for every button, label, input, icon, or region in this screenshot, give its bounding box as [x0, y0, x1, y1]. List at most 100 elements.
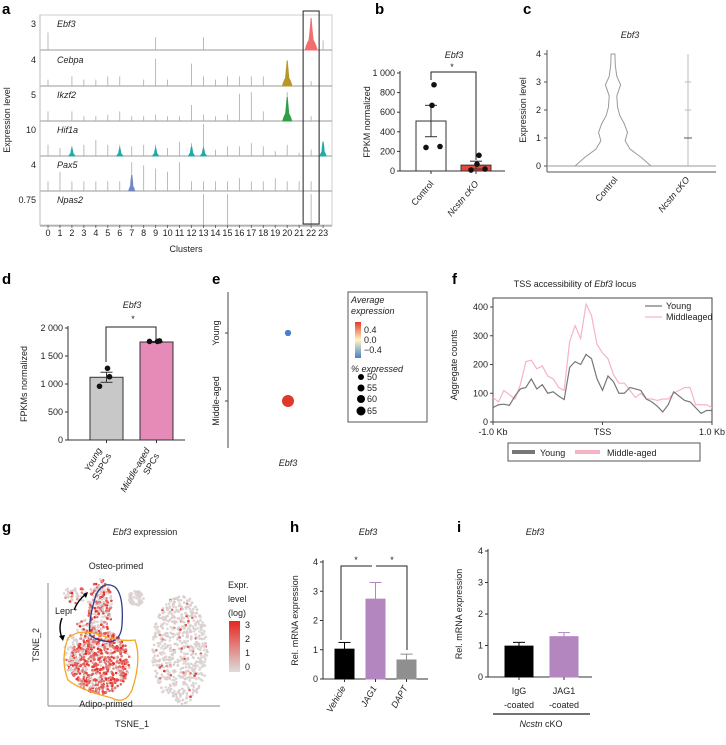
tsne-cell [83, 662, 86, 666]
tsne-cell [116, 659, 119, 663]
tsne-cell [158, 663, 161, 667]
tsne-cell [100, 579, 104, 583]
tsne-cell [173, 622, 177, 625]
significance-star: * [450, 62, 454, 72]
tsne-cell [184, 672, 187, 676]
panel-label: f [452, 271, 458, 288]
tsne-cell [111, 677, 114, 680]
tsne-cell [196, 626, 199, 630]
tsne-cell [79, 637, 82, 640]
tsne-cell [160, 686, 163, 689]
tsne-cell [78, 625, 82, 628]
tsne-cell [172, 605, 175, 608]
tsne-cell [160, 635, 164, 639]
tsne-cell [82, 628, 85, 631]
tsne-cell [77, 660, 81, 663]
y-tick-label: 4 [536, 49, 541, 59]
x-tick-label: Ncstn cKO [656, 175, 691, 214]
tsne-cell [203, 664, 207, 667]
tsne-cell [134, 602, 137, 606]
tsne-cell [98, 657, 101, 660]
tsne-cell [75, 622, 79, 626]
tsne-cell [187, 627, 190, 630]
tsne-cell [203, 660, 207, 663]
tsne-cell [165, 623, 169, 626]
tsne-cell [75, 672, 78, 676]
tsne-cell [101, 684, 104, 687]
tsne-cell [201, 621, 204, 624]
data-point [482, 166, 488, 172]
tsne-cell [70, 668, 74, 672]
tsne-cell [202, 648, 206, 652]
tsne-cell [80, 649, 83, 653]
arrow-head [83, 592, 88, 598]
cluster-tick-label: 8 [141, 228, 146, 238]
tsne-cell [114, 671, 118, 675]
tsne-cell [103, 615, 107, 618]
tsne-cell [155, 648, 158, 652]
tsne-cell [175, 681, 178, 684]
tsne-cell [117, 661, 121, 665]
tsne-cell [91, 640, 95, 643]
panel-label: b [375, 1, 384, 18]
x-tick-label: DAPT [389, 683, 410, 710]
tsne-cell [194, 643, 197, 647]
tsne-cell [111, 684, 114, 688]
tsne-cell [178, 636, 181, 639]
violin [281, 60, 293, 87]
tsne-cell [74, 589, 77, 593]
tsne-cell [179, 628, 182, 631]
tsne-cell [188, 688, 191, 692]
x-tick-label: Vehicle [324, 684, 347, 714]
x-tick-label: JAG1 [358, 684, 378, 709]
tsne-cell [177, 697, 180, 701]
tsne-cell [134, 592, 137, 595]
x-tick-label: 1.0 Kb [699, 427, 725, 437]
tsne-cell [161, 650, 164, 654]
tsne-cell [192, 630, 196, 633]
tsne-cell [109, 604, 112, 608]
tsne-cell [118, 672, 121, 676]
tsne-cell [106, 684, 109, 688]
tsne-cell [82, 640, 86, 644]
x-tick-label: -coated [549, 700, 579, 710]
tsne-cell [197, 623, 201, 626]
legend-label: Young [666, 301, 691, 311]
tsne-cell [86, 643, 90, 646]
tsne-cell [168, 636, 172, 639]
tsne-cell [166, 608, 169, 611]
tsne-cell [154, 635, 158, 639]
tsne-cell [95, 688, 99, 691]
tsne-cell [197, 676, 201, 680]
tsne-cell [93, 668, 97, 672]
chart-title: Ebf3 [526, 527, 545, 537]
data-point [146, 338, 153, 345]
bar [139, 341, 174, 441]
tsne-cell [173, 633, 177, 637]
tsne-cell [171, 620, 174, 623]
bar [334, 648, 355, 680]
tsne-cell [128, 592, 131, 596]
tsne-cell [89, 587, 93, 591]
tsne-cell [155, 627, 158, 631]
tsne-cell [140, 593, 144, 596]
tsne-cell [80, 657, 83, 661]
tsne-cell [83, 645, 87, 648]
tsne-cell [188, 678, 192, 682]
tsne-cell [176, 658, 180, 662]
tsne-cell [182, 601, 186, 604]
y-axis-title: Expression level [2, 87, 12, 153]
tsne-cell [187, 615, 191, 618]
violin [187, 146, 196, 157]
tsne-cell [185, 691, 189, 695]
tsne-cell [155, 671, 159, 675]
tsne-cell [124, 673, 128, 676]
tsne-cell [119, 679, 123, 682]
tsne-cell [203, 674, 206, 677]
tsne-cell [106, 651, 109, 655]
tsne-cell [82, 655, 86, 658]
tsne-cell [108, 689, 111, 693]
tsne-cell [190, 684, 193, 687]
